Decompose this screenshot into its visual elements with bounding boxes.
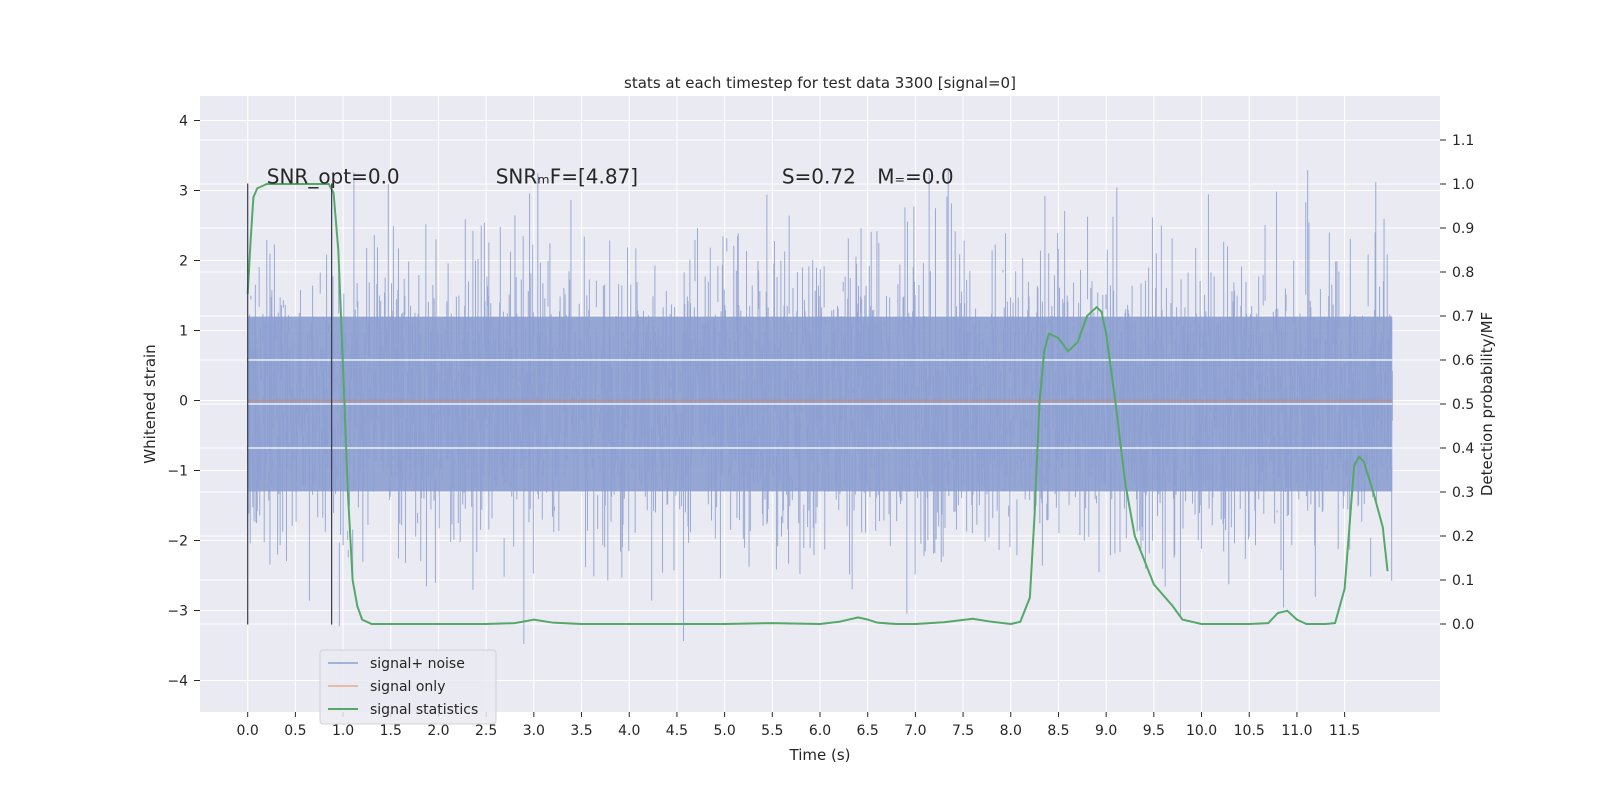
legend-label-noise: signal+ noise [370, 656, 465, 672]
x-tick-label: 8.5 [1047, 723, 1069, 739]
annotation-text: SNR_opt=0.0 [267, 165, 400, 189]
y-left-tick-label: −2 [167, 534, 188, 550]
x-tick-label: 11.5 [1329, 723, 1360, 739]
y-left-tick-label: 4 [179, 114, 188, 130]
x-tick-label: 6.5 [857, 723, 879, 739]
x-tick-label: 5.0 [713, 723, 735, 739]
x-tick-label: 2.5 [475, 723, 497, 739]
y-right-tick-label: 0.2 [1452, 529, 1474, 545]
x-tick-label: 10.0 [1186, 723, 1217, 739]
y-right-tick-label: 0.8 [1452, 265, 1474, 281]
y-right-tick-label: 0.4 [1452, 441, 1474, 457]
x-tick-label: 8.0 [1000, 723, 1022, 739]
legend-box [319, 649, 497, 725]
y-right-tick-label: 1.1 [1452, 133, 1474, 149]
vertical-markers [247, 183, 333, 625]
y-right-tick-label: 0.5 [1452, 397, 1474, 413]
y-left-axis-label: Whitened strain [141, 344, 159, 463]
y-right-tick-label: 0.0 [1452, 617, 1474, 633]
annotation-text: M₌=0.0 [877, 165, 953, 189]
y-left-tick-label: −1 [167, 464, 188, 480]
annotation-text: SNRₘF=[4.87] [496, 165, 638, 189]
y-right-tick-label: 0.9 [1452, 221, 1474, 237]
y-right-ticks: 0.0 0.1 0.2 0.3 0.4 0.5 0.6 0.7 0.8 0.9 1.0 1.1 [1440, 133, 1474, 633]
y-left-ticks: −4 −3 −2 −1 0 1 2 3 4 [167, 114, 200, 690]
x-tick-label: 2.0 [427, 723, 449, 739]
y-left-tick-label: 0 [179, 394, 188, 410]
x-tick-label: 5.5 [761, 723, 783, 739]
legend-label-signal: signal only [370, 679, 445, 695]
x-tick-label: 9.0 [1095, 723, 1117, 739]
x-tick-label: 10.5 [1234, 723, 1265, 739]
x-axis-label: Time (s) [789, 746, 851, 764]
x-ticks: 0.0 0.5 1.0 1.5 2.0 2.5 3.0 3.5 4.0 4.5 5.0 5.5 6.0 6… [237, 712, 1360, 739]
y-right-tick-label: 0.6 [1452, 353, 1474, 369]
series-lines [246, 183, 1393, 626]
y-right-axis-label: Detection probability/MF [1478, 312, 1496, 496]
x-tick-label: 4.0 [618, 723, 640, 739]
y-left-tick-label: −4 [167, 674, 188, 690]
y-right-tick-label: 1.0 [1452, 177, 1474, 193]
signal-statistics-line [246, 183, 1389, 626]
x-tick-label: 7.0 [904, 723, 926, 739]
x-tick-label: 1.0 [332, 723, 354, 739]
x-tick-label: 0.5 [284, 723, 306, 739]
x-tick-label: 3.5 [570, 723, 592, 739]
y-left-tick-label: 2 [179, 254, 188, 270]
x-tick-label: 0.0 [237, 723, 259, 739]
annotation-text: S=0.72 [782, 165, 856, 189]
legend-label-statistics: signal statistics [370, 702, 478, 718]
y-right-tick-label: 0.3 [1452, 485, 1474, 501]
x-tick-label: 7.5 [952, 723, 974, 739]
legend: signal+ noise signal only signal statist… [319, 649, 497, 725]
y-left-tick-label: 3 [179, 184, 188, 200]
x-tick-label: 9.5 [1143, 723, 1165, 739]
x-tick-label: 3.0 [523, 723, 545, 739]
annotations: SNR_opt=0.0 SNRₘF=[4.87] S=0.72 M₌=0.0 [267, 165, 954, 189]
x-tick-label: 6.0 [809, 723, 831, 739]
y-left-tick-label: −3 [167, 604, 188, 620]
chart-title: stats at each timestep for test data 330… [624, 74, 1016, 92]
signal-noise-series [247, 169, 1393, 644]
x-tick-label: 1.5 [380, 723, 402, 739]
y-left-tick-label: 1 [179, 324, 188, 340]
x-tick-label: 4.5 [666, 723, 688, 739]
y-right-tick-label: 0.7 [1452, 309, 1474, 325]
y-right-tick-label: 0.1 [1452, 573, 1474, 589]
x-tick-label: 11.0 [1281, 723, 1312, 739]
